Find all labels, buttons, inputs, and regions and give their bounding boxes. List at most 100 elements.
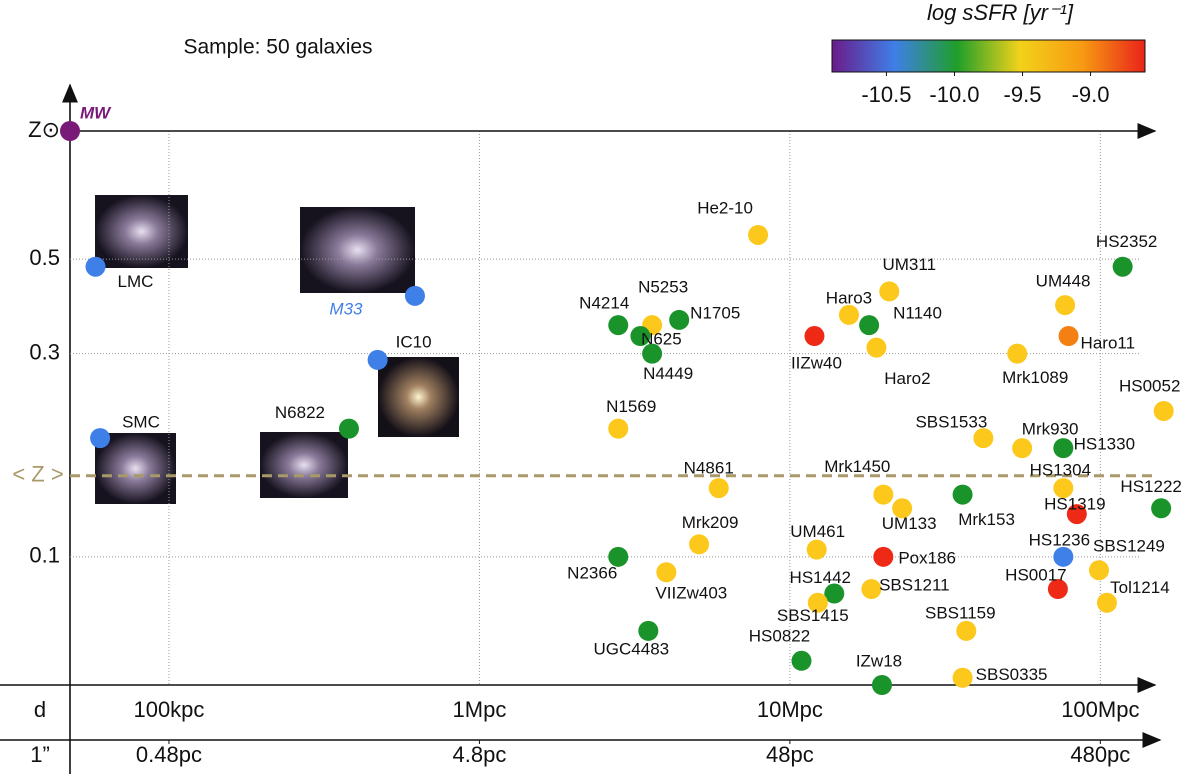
galaxy-label: MW (80, 103, 112, 122)
colorbar-tick-label: -10.0 (929, 82, 979, 107)
galaxy-point (952, 484, 973, 505)
galaxy-point (1053, 438, 1074, 459)
colorbar-tick-label: -10.5 (861, 82, 911, 107)
galaxy-point (806, 539, 827, 560)
galaxy-label: HS2352 (1096, 232, 1157, 251)
y-tick-label: 0.5 (29, 245, 60, 270)
x-axis-label: d (34, 697, 46, 722)
galaxy-label: Mrk1089 (1002, 368, 1068, 387)
galaxy-point (1088, 560, 1109, 581)
annotation: Sample: 50 galaxies (183, 36, 372, 59)
x2-axis-label: 1” (30, 742, 50, 767)
galaxy-label: SBS1159 (925, 603, 996, 622)
galaxy-label: HS0017 (1005, 566, 1066, 585)
galaxy-point (1053, 478, 1074, 499)
galaxy-point (608, 418, 629, 439)
galaxy-label: UM311 (882, 255, 936, 274)
galaxy-label: N6822 (275, 403, 325, 422)
galaxy-label: SBS0335 (976, 665, 1048, 684)
galaxy-label: SMC (122, 413, 160, 432)
colorbar-tick-label: -9.0 (1072, 82, 1110, 107)
galaxy-label: Mrk1450 (824, 457, 890, 476)
galaxy-point (879, 281, 900, 302)
x2-tick-label: 4.8pc (453, 742, 507, 767)
galaxy-label: HS1319 (1044, 495, 1105, 514)
y-tick-label: 0.3 (29, 339, 60, 364)
galaxy-point (866, 337, 887, 358)
galaxy-label: N4861 (684, 459, 734, 478)
galaxy-point (871, 675, 892, 695)
galaxy-point (1007, 343, 1028, 364)
colorbar (831, 39, 1146, 73)
x-tick-label: 10Mpc (757, 697, 823, 722)
galaxy-label: N4449 (643, 364, 693, 383)
galaxy-label: UM461 (790, 522, 845, 541)
galaxy-point (807, 592, 828, 613)
galaxy-point (1066, 504, 1087, 525)
galaxy-point (404, 285, 425, 306)
galaxy-label: N1705 (690, 303, 740, 322)
galaxy-label: HS0052 (1119, 376, 1180, 395)
galaxy-point (708, 478, 729, 499)
x2-tick-label: 48pc (766, 742, 814, 767)
galaxy-point (367, 349, 388, 370)
galaxy-point (1153, 401, 1174, 422)
galaxy-label: Mrk209 (682, 513, 739, 532)
galaxy-label: HS1330 (1074, 435, 1135, 454)
galaxy-point (1112, 256, 1133, 277)
galaxy-label: N1140 (893, 304, 942, 323)
galaxy-point (873, 546, 894, 567)
galaxy-point (791, 650, 812, 671)
galaxy-point (952, 667, 973, 688)
galaxy-label: He2-10 (697, 198, 753, 217)
galaxy-point (859, 315, 880, 336)
galaxy-images (95, 195, 459, 504)
galaxy-label: Mrk930 (1022, 420, 1079, 439)
galaxy-point (85, 256, 106, 277)
galaxy-label: N5253 (638, 278, 688, 297)
galaxy-label: UGC4483 (594, 639, 670, 658)
galaxy-label: IC10 (396, 332, 432, 351)
galaxy-point (973, 428, 994, 449)
galaxy-point (861, 579, 882, 600)
colorbar-label: log sSFR [yr⁻¹] (927, 0, 1074, 25)
galaxy-point (824, 583, 845, 604)
galaxy-point (90, 428, 111, 449)
galaxy-label: N2366 (567, 563, 617, 582)
galaxy-label: IZw18 (856, 651, 902, 670)
galaxy-label: UM133 (882, 514, 937, 533)
galaxy-label: Haro3 (826, 288, 872, 307)
galaxy-point (1053, 546, 1074, 567)
galaxy-point (689, 534, 710, 555)
galaxy-label: VIIZw403 (655, 584, 727, 603)
galaxy-point (1012, 438, 1033, 459)
mean-line-label: < Z > (12, 462, 63, 487)
galaxy-label: HS1236 (1029, 530, 1090, 549)
galaxy-point (892, 498, 913, 519)
galaxy-label: Tol1214 (1110, 578, 1170, 597)
galaxy-point (642, 343, 663, 364)
galaxy-label: Mrk153 (958, 510, 1015, 529)
galaxy-point (748, 224, 769, 245)
galaxy-label: HS1304 (1030, 461, 1091, 480)
galaxy-label: SBS1415 (777, 606, 849, 625)
galaxy-label: N4214 (579, 294, 629, 313)
galaxy-point (608, 315, 629, 336)
galaxy-label: Haro11 (1081, 334, 1136, 353)
y-tick-label: Z⊙ (28, 117, 60, 142)
galaxy-label: SBS1211 (879, 576, 950, 595)
galaxy-point (656, 562, 677, 583)
galaxy-point (873, 484, 894, 505)
y-tick-label: 0.1 (29, 543, 60, 568)
galaxy-point (1151, 498, 1172, 519)
galaxy-point (338, 418, 359, 439)
galaxy-label: HS0822 (749, 626, 810, 645)
galaxy-point (638, 620, 659, 641)
galaxy-point (804, 326, 825, 347)
galaxy-label: SBS1249 (1093, 537, 1165, 556)
x-tick-label: 100Mpc (1061, 697, 1139, 722)
galaxy-point (669, 309, 690, 330)
galaxy-label: HS1222 (1120, 477, 1181, 496)
galaxy-point (608, 546, 629, 567)
